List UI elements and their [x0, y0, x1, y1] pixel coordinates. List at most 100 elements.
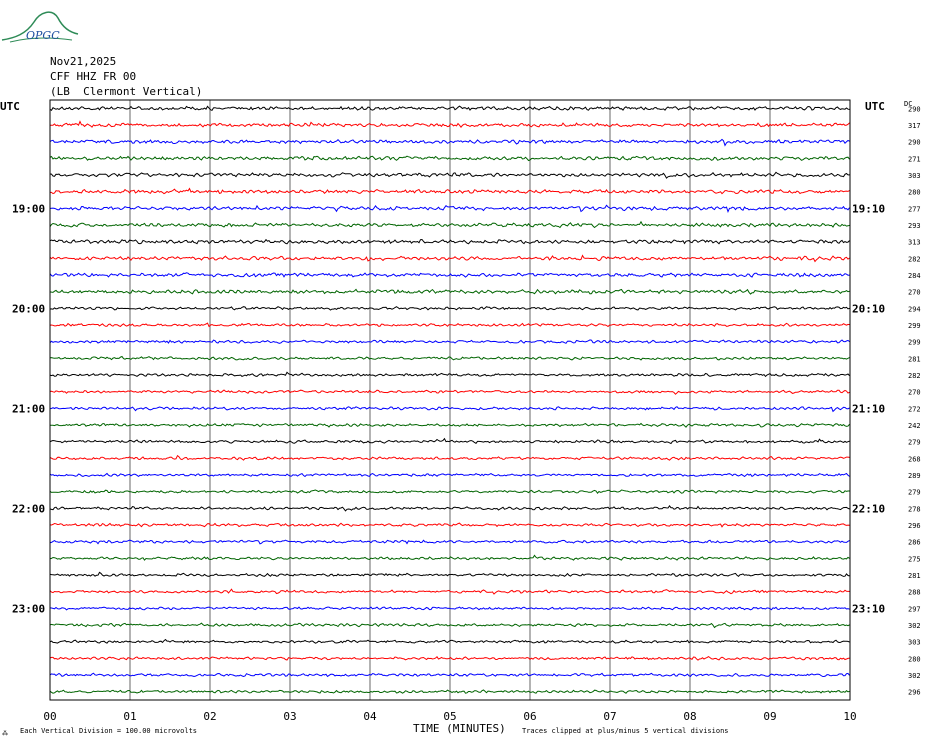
dc-value: 290: [908, 105, 921, 113]
dc-label: DC: [904, 100, 912, 108]
trace-line: [49, 504, 850, 512]
trace-line: [49, 371, 850, 378]
dc-value: 294: [908, 305, 921, 313]
trace-line: [49, 389, 850, 395]
dc-value: 302: [908, 622, 921, 630]
left-time-label: 23:00: [12, 602, 45, 615]
dc-value: 282: [908, 255, 921, 263]
trace-line: [49, 522, 850, 528]
trace-line: [49, 622, 850, 629]
trace-line: [49, 655, 850, 661]
x-tick-label: 06: [523, 710, 536, 723]
footer-right: Traces clipped at plus/minus 5 vertical …: [522, 727, 729, 735]
trace-line: [49, 355, 850, 361]
x-tick-label: 05: [443, 710, 456, 723]
trace-line: [49, 422, 850, 428]
dc-value: 279: [908, 489, 921, 497]
trace-line: [49, 588, 850, 595]
y-label-right: UTC: [865, 100, 885, 113]
left-time-label: 20:00: [12, 302, 45, 315]
dc-value: 242: [908, 422, 921, 430]
x-tick-label: 09: [763, 710, 776, 723]
dc-value: 282: [908, 372, 921, 380]
chart-grid: [49, 100, 851, 700]
right-time-label: 23:10: [852, 602, 885, 615]
right-time-label: 19:10: [852, 202, 885, 215]
trace-line: [49, 272, 850, 278]
x-tick-label: 08: [683, 710, 696, 723]
trace-line: [50, 120, 850, 129]
dc-value: 299: [908, 339, 921, 347]
logo-swoosh-icon: [1, 11, 79, 41]
dc-value: 284: [908, 272, 921, 280]
dc-value: 313: [908, 239, 921, 247]
y-label-left: UTC: [0, 100, 20, 113]
dc-value: 303: [908, 172, 921, 180]
footer-left: Each Vertical Division = 100.00 microvol…: [20, 727, 197, 735]
logo-text: OPGC: [26, 29, 60, 42]
left-time-labels: 19:00 20:00 21:00 22:00 23:00: [12, 202, 45, 615]
dc-value: 271: [908, 155, 921, 163]
trace-line: [49, 105, 850, 112]
trace-line: [49, 472, 850, 478]
trace-line: [49, 171, 850, 179]
x-axis-label: TIME (MINUTES): [413, 722, 506, 735]
dc-value: 317: [908, 122, 921, 130]
dc-value: 277: [908, 205, 921, 213]
trace-line: [49, 238, 850, 245]
trace-line: [49, 220, 850, 229]
trace-line: [49, 606, 850, 611]
dc-value: 290: [908, 139, 921, 147]
trace-line: [49, 155, 850, 162]
trace-line: [49, 339, 850, 344]
dc-value: 299: [908, 322, 921, 330]
trace-line: [49, 672, 850, 678]
header-date: Nov21,2025: [50, 55, 117, 68]
header-location: (LB Clermont Vertical): [50, 85, 203, 98]
trace-line: [49, 254, 850, 263]
trace-line: [49, 489, 850, 495]
logo-underline-icon: [9, 37, 73, 43]
trace-line: [49, 406, 850, 413]
x-tick-label: 04: [363, 710, 377, 723]
trace-line: [49, 306, 850, 311]
dc-value: 288: [908, 589, 921, 597]
dc-value: 280: [908, 189, 921, 197]
dc-value: 302: [908, 672, 921, 680]
header-station: CFF HHZ FR 00: [50, 70, 137, 83]
right-time-label: 22:10: [852, 502, 885, 515]
dc-value: 293: [908, 222, 921, 230]
dc-value: 268: [908, 455, 921, 463]
x-tick-label: 02: [203, 710, 216, 723]
dc-value: 270: [908, 289, 921, 297]
dc-value: 281: [908, 355, 921, 363]
trace-line: [49, 638, 850, 644]
x-tick-label: 00: [43, 710, 56, 723]
trace-line: [49, 454, 850, 461]
left-time-label: 21:00: [12, 402, 45, 415]
dc-value: 280: [908, 655, 921, 663]
dc-values: 290 317 290 271 303 280 277 293 313 282 284 270 294 2…: [908, 105, 921, 696]
dc-value: 281: [908, 572, 921, 580]
left-time-label: 22:00: [12, 502, 45, 515]
trace-line: [49, 571, 850, 577]
right-time-label: 21:10: [852, 402, 885, 415]
x-tick-label: 03: [283, 710, 296, 723]
trace-line: [49, 288, 850, 295]
trace-line: [49, 437, 850, 445]
dc-value: 270: [908, 389, 921, 397]
opgc-logo: OPGC: [1, 11, 79, 43]
trace-line: [49, 554, 850, 561]
right-time-labels: 19:10 20:10 21:10 22:10 23:10: [852, 202, 885, 615]
trace-line: [49, 689, 850, 694]
dc-value: 303: [908, 639, 921, 647]
x-tick-label: 01: [123, 710, 136, 723]
corner-mark: ⁂: [2, 730, 8, 737]
x-tick-label: 07: [603, 710, 616, 723]
dc-value: 296: [908, 689, 921, 697]
x-tick-label: 10: [843, 710, 856, 723]
x-tick-labels: 00 01 02 03 04 05 06 07 08 09 10: [43, 710, 856, 723]
dc-value: 275: [908, 555, 921, 563]
dc-value: 289: [908, 472, 921, 480]
